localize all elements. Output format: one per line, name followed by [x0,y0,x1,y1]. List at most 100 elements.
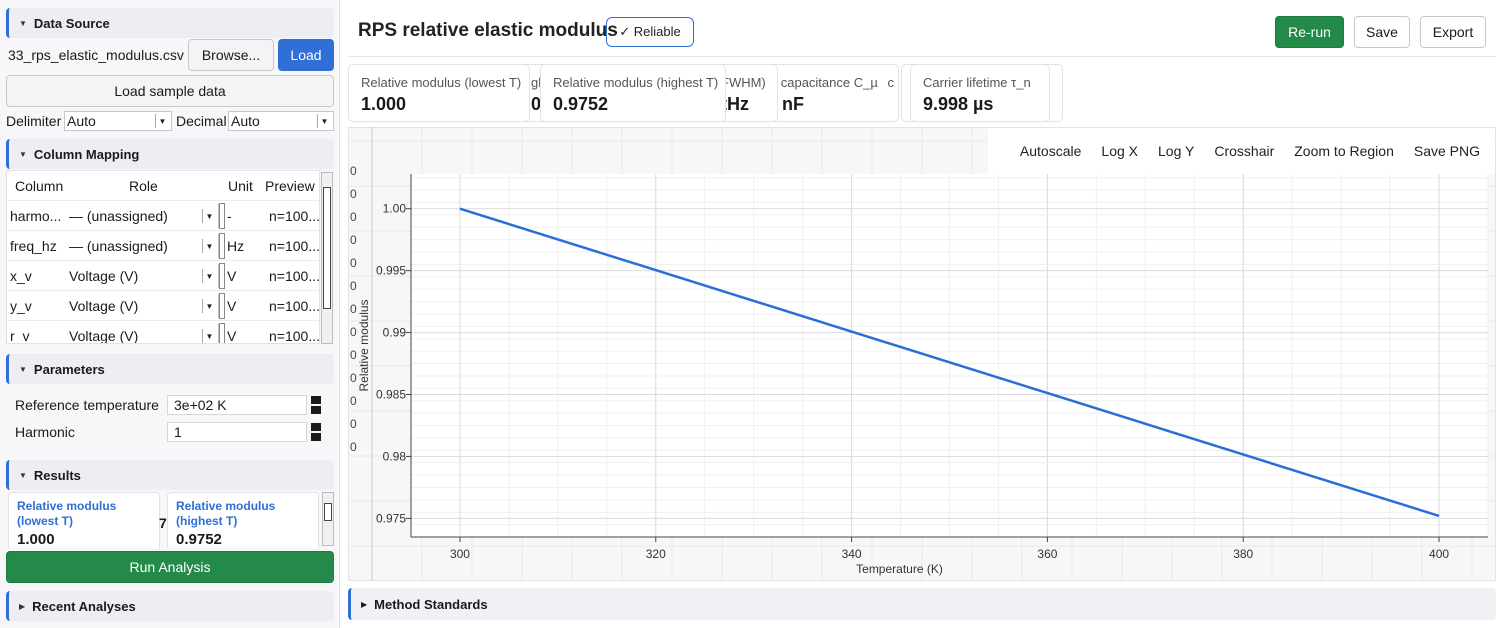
section-title: Method Standards [374,596,488,612]
sidebar: ▼ Data Source 33_rps_elastic_modulus.csv… [0,0,340,628]
delimiter-value: Auto [67,113,96,129]
y-tick-label: 0.98 [383,449,407,463]
metric-card: al capacitance C_µ c 0 nF [762,64,899,122]
table-row: freq_hz — (unassigned) ▼ Hz n=100... [7,231,319,261]
preview-value: n=100... [269,268,320,284]
role-value: — (unassigned) [69,238,168,254]
x-tick-label: 340 [842,547,862,561]
run-analysis-label: Run Analysis [129,559,211,575]
dropdown-arrow-icon: ▼ [202,209,216,223]
export-button[interactable]: Export [1420,16,1486,48]
background-tick-label: 0 [350,302,357,316]
column-mapping-scrollbar[interactable] [321,172,333,344]
metric-label: FWHM) [721,75,766,90]
metric-label: Carrier lifetime τ_n [923,75,1031,90]
harmonic-input[interactable]: 1 [167,422,307,442]
reference-temperature-input[interactable]: 3e+02 K [167,395,307,415]
harmonic-stepper[interactable] [311,423,321,441]
scroll-thumb[interactable] [324,503,332,521]
role-select[interactable]: Voltage (V) ▼ [67,294,219,318]
zoom-to-region-button[interactable]: Zoom to Region [1294,143,1394,159]
result-card: Relative modulus (lowest T) 1.000 [8,492,160,548]
preview-value: n=100... [269,298,320,314]
column-mapping-table: Column Role Unit Preview harmo... — (unas… [6,170,320,344]
results-header[interactable]: ▼ Results [6,460,334,490]
background-tick-label: 0 [350,394,357,408]
rerun-button[interactable]: Re-run [1275,16,1344,48]
x-axis-label: Temperature (K) [856,562,943,576]
unit-value: V [227,328,237,344]
preview-value: n=100... [269,328,320,344]
column-mapping-header[interactable]: ▼ Column Mapping [6,139,334,169]
header-divider [348,56,1496,57]
save-png-button[interactable]: Save PNG [1413,143,1480,159]
x-tick-label: 320 [646,547,666,561]
load-sample-data-button[interactable]: Load sample data [6,75,334,107]
col-header-role: Role [129,178,158,194]
data-source-header[interactable]: ▼ Data Source [6,8,334,38]
background-tick-label: 0 [350,210,357,224]
decimal-select[interactable]: Auto ▼ [228,111,334,131]
unit-value: Hz [227,238,245,254]
modulus-chart[interactable]: 300 320 340 360 380 400 1.00 0.995 0.99 0.985 0.98… [348,170,1496,580]
y-tick-label: 0.995 [376,264,406,278]
metric-value: 9.998 µs [923,94,994,114]
role-select[interactable]: — (unassigned) ▼ [67,204,219,228]
save-button[interactable]: Save [1354,16,1410,48]
result-card-title: Relative modulus (lowest T) [17,499,117,528]
file-name-text: 33_rps_elastic_modulus.csv [8,47,184,63]
reliable-badge[interactable]: ✓ Reliable [606,17,694,47]
role-select[interactable]: Voltage (V) ▼ [67,324,219,343]
collapse-triangle-icon: ▼ [19,364,27,374]
log-x-button[interactable]: Log X [1101,143,1138,159]
y-axis-label: Relative modulus [357,299,371,391]
background-tick-label: 0 [350,325,357,339]
result-card-title: Relative modulus (highest T) [176,499,276,528]
reference-temperature-stepper[interactable] [311,396,321,414]
select-handle[interactable] [219,233,225,259]
column-name: y_v [10,298,32,314]
role-select[interactable]: — (unassigned) ▼ [67,234,219,258]
expand-triangle-icon: ▶ [19,601,26,611]
select-handle[interactable] [219,293,225,319]
unit-value: - [227,208,232,224]
metric-value: 05 [531,94,549,115]
x-tick-label: 360 [1037,547,1057,561]
dropdown-arrow-icon: ▼ [317,114,331,128]
section-title: Recent Analyses [32,598,136,614]
unit-value: V [227,268,237,284]
autoscale-button[interactable]: Autoscale [1019,143,1082,159]
select-handle[interactable] [219,203,225,229]
load-button[interactable]: Load [278,39,334,71]
delimiter-select[interactable]: Auto ▼ [64,111,172,131]
metric-card-highest: Relative modulus (highest T) 0.9752 [540,64,726,122]
log-y-button[interactable]: Log Y [1158,143,1195,159]
table-header-row: Column Role Unit Preview [7,171,319,201]
dropdown-arrow-icon: ▼ [155,114,169,128]
select-handle[interactable] [219,323,225,343]
result-card-value: 1.000 [17,531,55,548]
run-analysis-button[interactable]: Run Analysis [6,551,334,583]
col-header-column: Column [15,178,64,194]
results-scrollbar[interactable] [322,492,334,546]
select-handle[interactable] [219,263,225,289]
x-tick-label: 380 [1233,547,1253,561]
file-name-field[interactable]: 33_rps_elastic_modulus.csv [6,40,184,70]
parameters-header[interactable]: ▼ Parameters [6,354,334,384]
collapse-triangle-icon: ▼ [19,18,27,28]
role-select[interactable]: Voltage (V) ▼ [67,264,219,288]
recent-analyses-header[interactable]: ▶ Recent Analyses [6,591,334,621]
page-title: RPS relative elastic modulus [358,20,618,41]
crosshair-button[interactable]: Crosshair [1214,143,1275,159]
y-tick-label: 0.985 [376,388,406,402]
browse-button[interactable]: Browse... [188,39,274,71]
scroll-thumb[interactable] [323,187,331,309]
role-value: Voltage (V) [69,268,139,284]
col-header-preview: Preview [265,178,315,194]
method-standards-header[interactable]: ▶ Method Standards [348,588,1496,620]
y-tick-label: 0.975 [376,511,406,525]
collapse-triangle-icon: ▼ [19,470,27,480]
x-tick-label: 300 [450,547,470,561]
unit-value: V [227,298,237,314]
